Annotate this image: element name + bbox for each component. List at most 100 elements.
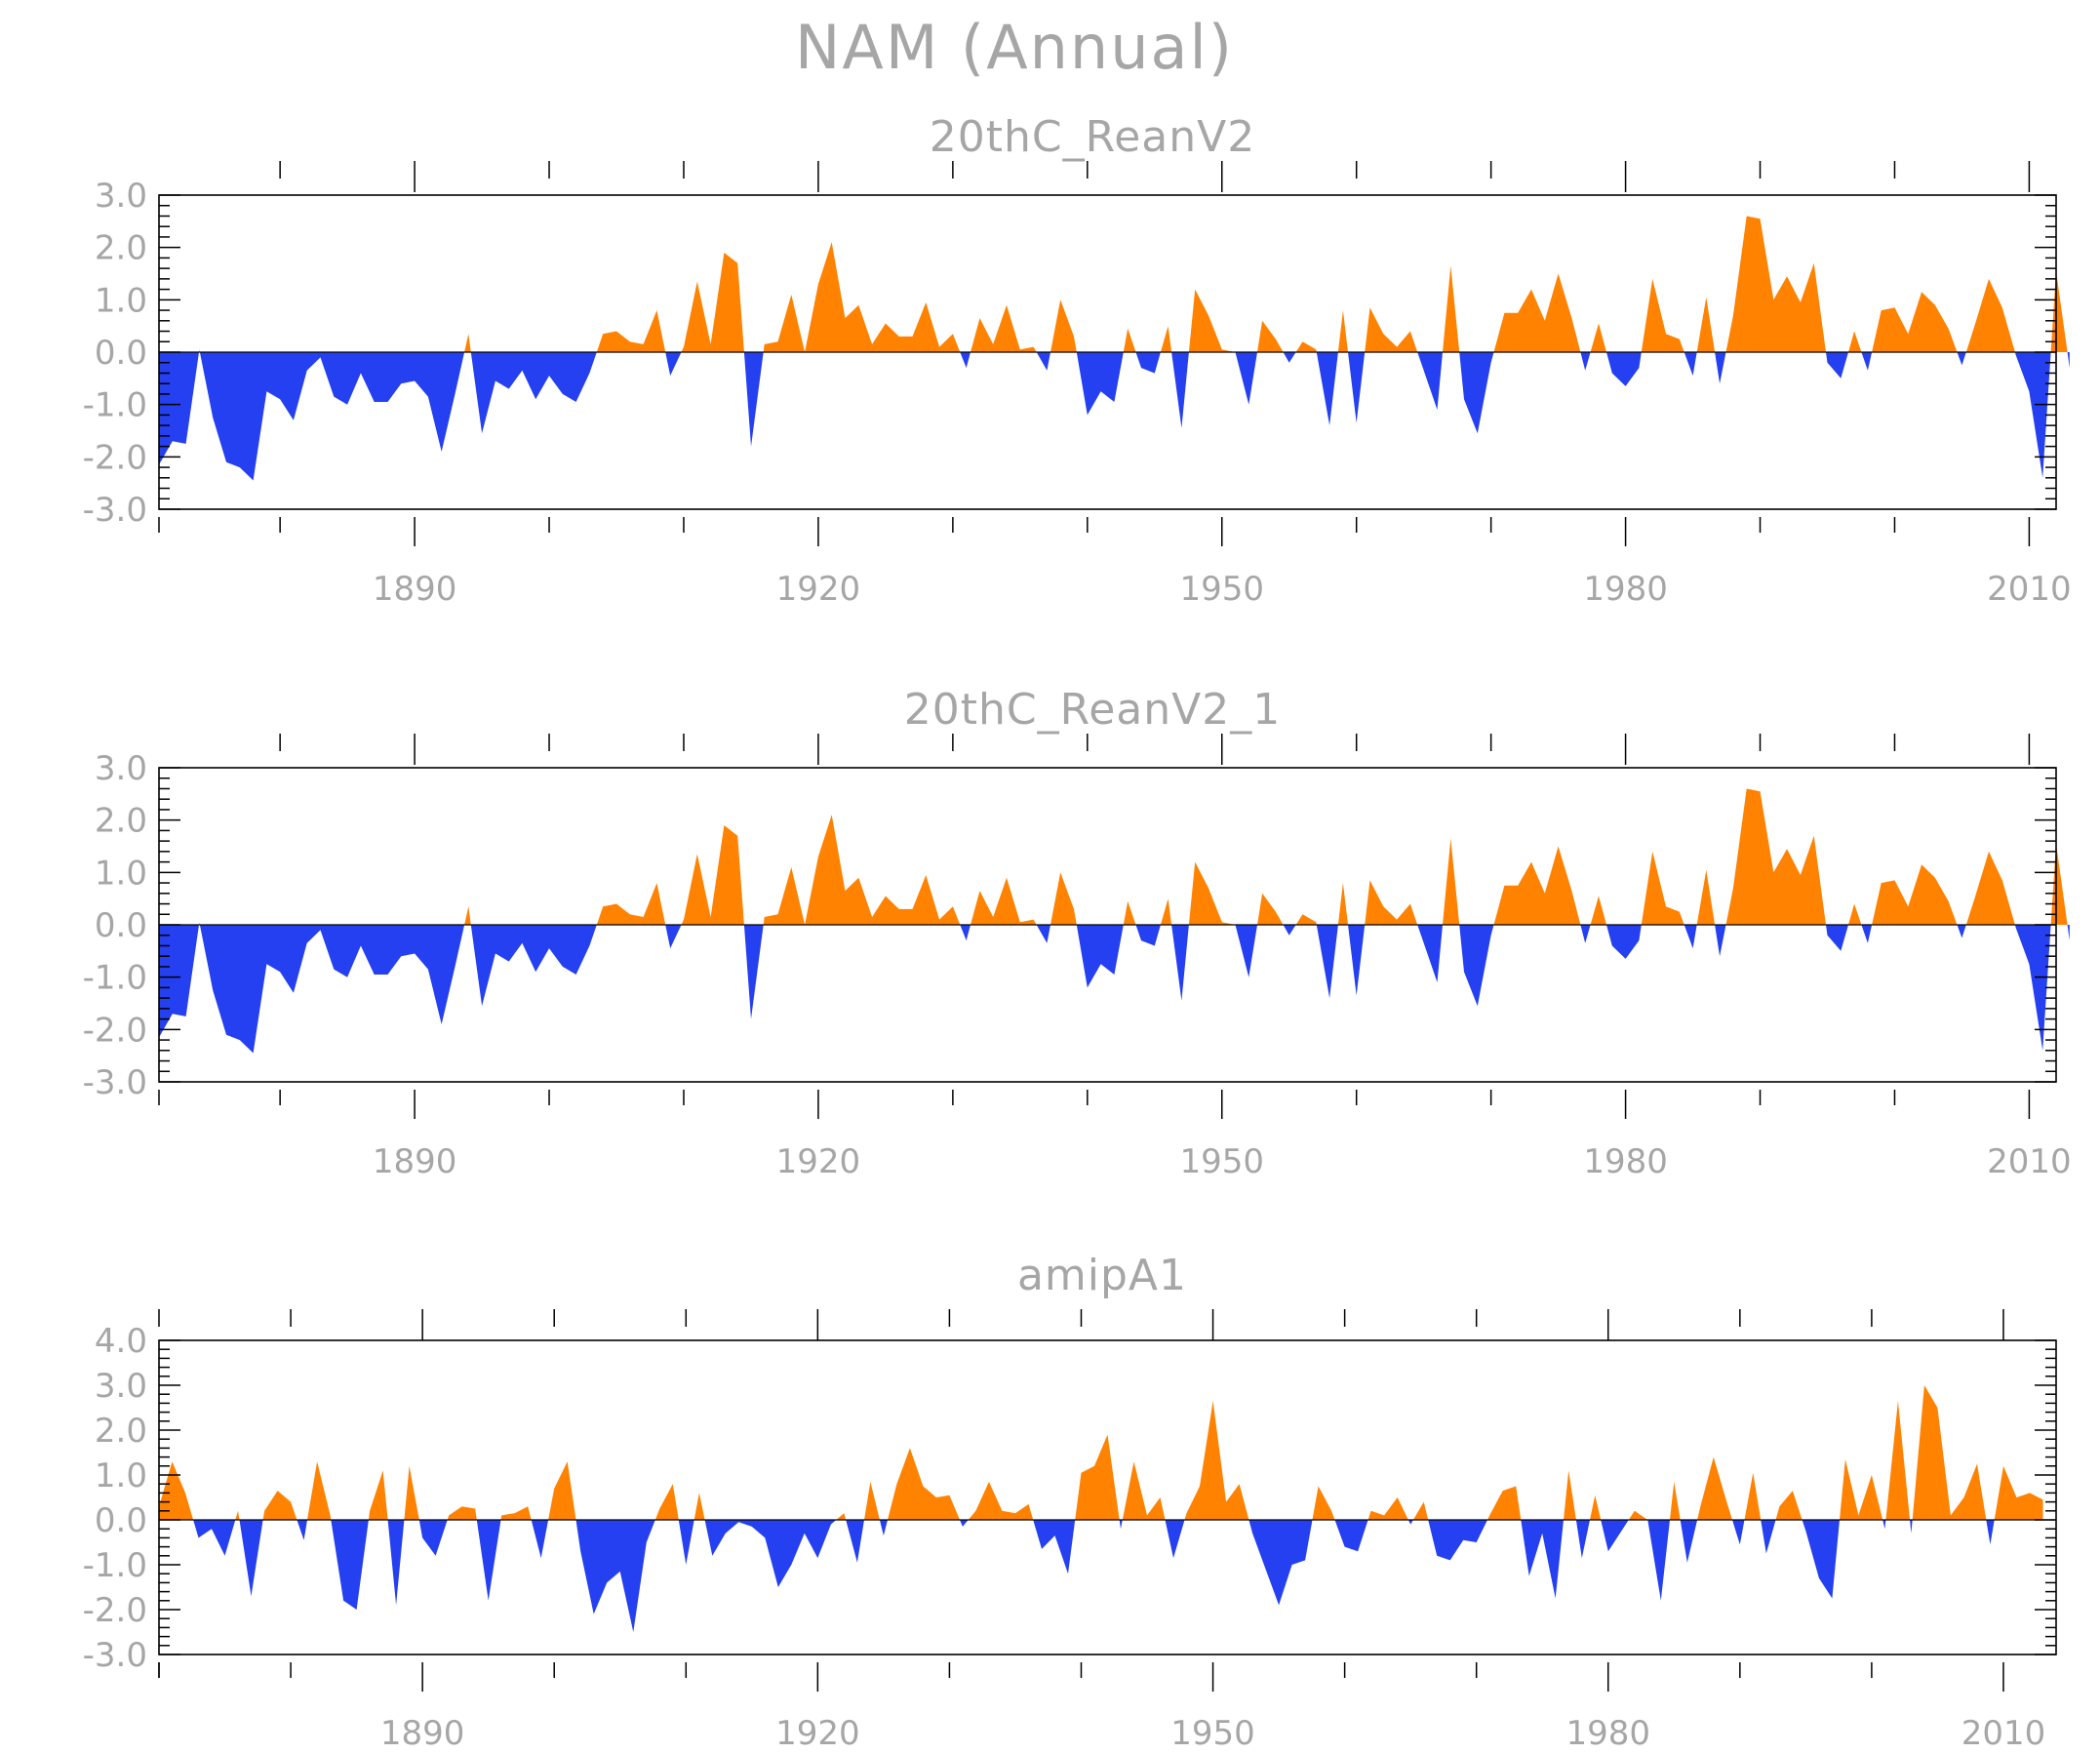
x-tick-label: 1950: [1170, 1714, 1255, 1753]
positive-anomaly-area: [1965, 851, 2015, 925]
positive-anomaly-area: [971, 304, 1037, 352]
y-tick-label: -3.0: [83, 1636, 147, 1675]
y-tick-label: 1.0: [95, 281, 147, 320]
positive-anomaly-area: [968, 1481, 1034, 1520]
negative-anomaly-area: [960, 925, 971, 941]
negative-anomaly-area: [1521, 1520, 1564, 1599]
positive-anomaly-area: [654, 1484, 679, 1520]
negative-anomaly-area: [704, 1520, 837, 1587]
negative-anomaly-area: [1732, 1520, 1745, 1545]
negative-anomaly-area: [1580, 925, 1591, 943]
positive-anomaly-area: [1885, 1401, 1911, 1520]
negative-anomaly-area: [1802, 1520, 1840, 1599]
positive-anomaly-area: [1872, 864, 1958, 925]
x-tick-label: 1920: [776, 570, 861, 609]
negative-anomaly-area: [1171, 352, 1189, 428]
negative-anomaly-area: [1348, 925, 1366, 996]
positive-anomaly-area: [1590, 323, 1606, 352]
negative-anomaly-area: [1235, 925, 1257, 977]
negative-anomaly-area: [1036, 925, 1050, 943]
negative-anomaly-area: [1575, 1520, 1590, 1559]
negative-anomaly-area: [1459, 352, 1494, 434]
negative-anomaly-area: [1684, 352, 1697, 377]
negative-anomaly-area: [531, 1520, 549, 1559]
negative-anomaly-area: [960, 352, 971, 369]
positive-anomaly-area: [1412, 1501, 1429, 1520]
positive-anomaly-area: [1184, 1401, 1249, 1520]
negative-anomaly-area: [1606, 352, 1642, 386]
positive-anomaly-area: [307, 1461, 332, 1520]
negative-anomaly-area: [1316, 352, 1338, 426]
y-tick-label: 1.0: [95, 1456, 147, 1495]
y-tick-label: 0.0: [95, 906, 147, 945]
positive-anomaly-area: [1365, 307, 1418, 352]
y-tick-label: 2.0: [95, 1412, 147, 1451]
positive-anomaly-area: [1744, 1472, 1762, 1520]
x-tick-label: 2010: [1987, 1142, 2072, 1181]
negative-anomaly-area: [1171, 925, 1189, 1001]
negative-anomaly-area: [1957, 925, 1966, 938]
x-tick-label: 1980: [1583, 1142, 1668, 1181]
negative-anomaly-area: [1601, 1520, 1629, 1552]
negative-anomaly-area: [470, 352, 597, 434]
negative-anomaly-area: [1135, 352, 1161, 374]
negative-anomaly-area: [2014, 925, 2051, 1051]
panel-title: amipA1: [1017, 1251, 1187, 1300]
negative-anomaly-area: [297, 1520, 307, 1540]
negative-anomaly-area: [199, 352, 465, 481]
negative-anomaly-area: [418, 1520, 448, 1556]
positive-anomaly-area: [1628, 1510, 1648, 1520]
negative-anomaly-area: [2014, 352, 2051, 478]
x-tick-label: 1920: [776, 1142, 861, 1181]
negative-anomaly-area: [1076, 352, 1124, 416]
positive-anomaly-area: [836, 1513, 847, 1520]
positive-anomaly-area: [1697, 1456, 1732, 1520]
positive-anomaly-area: [1912, 1385, 1987, 1520]
y-tick-label: 0.0: [95, 334, 147, 373]
negative-anomaly-area: [1826, 352, 1848, 379]
positive-anomaly-area: [1443, 265, 1460, 352]
negative-anomaly-area: [1283, 352, 1296, 363]
negative-anomaly-area: [331, 1520, 369, 1610]
y-tick-label: 3.0: [95, 177, 147, 216]
x-tick-label: 1950: [1179, 1142, 1264, 1181]
positive-anomaly-area: [464, 334, 471, 352]
negative-anomaly-area: [193, 1520, 236, 1556]
negative-anomaly-area: [1033, 1520, 1076, 1575]
x-tick-label: 1950: [1179, 570, 1264, 609]
positive-anomaly-area: [1848, 331, 1862, 352]
y-tick-label: -1.0: [83, 959, 147, 998]
positive-anomaly-area: [159, 1461, 194, 1520]
positive-anomaly-area: [368, 1470, 388, 1520]
positive-anomaly-area: [596, 310, 666, 352]
panel-20thc-reanv2: 20thC_ReanV2 3.0 2.0 1.0 0.0 -1.0 -2.0 -3.0 189…: [83, 112, 2072, 609]
negative-anomaly-area: [1316, 925, 1338, 999]
positive-anomaly-area: [1257, 893, 1284, 925]
negative-anomaly-area: [1861, 925, 1873, 943]
positive-anomaly-area: [1312, 1486, 1335, 1520]
y-tick-label: 1.0: [95, 854, 147, 893]
positive-anomaly-area: [1295, 914, 1317, 925]
positive-anomaly-area: [464, 906, 471, 925]
positive-anomaly-area: [1050, 872, 1077, 925]
positive-anomaly-area: [1965, 278, 2015, 352]
plot-frame: [158, 1339, 2057, 1655]
panel-title: 20thC_ReanV2_1: [904, 685, 1281, 735]
negative-anomaly-area: [665, 925, 682, 949]
negative-anomaly-area: [1165, 1520, 1185, 1559]
y-tick-label: -1.0: [83, 1546, 147, 1585]
x-tick-label: 1980: [1583, 570, 1668, 609]
y-tick-label: 2.0: [95, 802, 147, 841]
positive-anomaly-area: [1670, 1481, 1681, 1520]
panel-amipa1: amipA1 4.0 3.0 2.0 1.0 0.0 -1.0 -2.0 -3.0 1890 19…: [83, 1251, 2057, 1753]
negative-anomaly-area: [1861, 352, 1873, 371]
x-tick-label: 2010: [1987, 570, 2072, 609]
y-tick-label: 2.0: [95, 229, 147, 268]
negative-anomaly-area: [1036, 352, 1050, 371]
positive-anomaly-area: [1443, 838, 1460, 925]
positive-anomaly-area: [1365, 880, 1418, 925]
positive-anomaly-area: [693, 1493, 705, 1520]
negative-anomaly-area: [678, 1520, 694, 1565]
x-tick-label: 1890: [373, 570, 457, 609]
